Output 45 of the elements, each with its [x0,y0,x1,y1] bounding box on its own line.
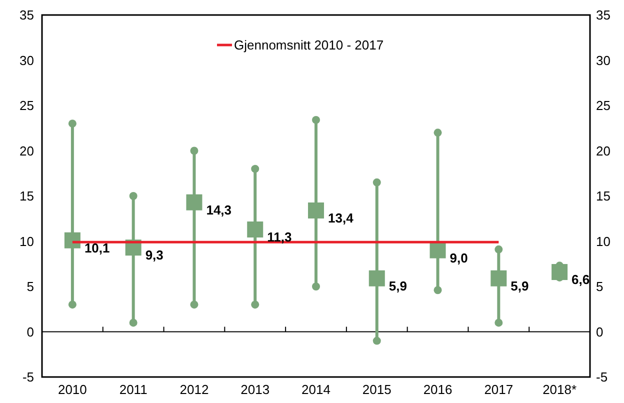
y2-tick-label: 30 [596,52,610,68]
data-label: 10,1 [84,240,110,256]
y2-tick-label: 25 [596,98,610,114]
point [64,232,80,248]
data-label: 11,3 [267,229,292,244]
y-tick-label: 0 [26,324,34,340]
x-tick-label: 2015 [362,382,392,397]
x-tick-label: 2016 [423,382,452,397]
y-tick-label: 15 [20,188,34,204]
y2-tick-label: 5 [596,279,604,294]
point [368,270,385,286]
y-tick-label: 30 [20,52,34,68]
data-label: 5,9 [388,278,407,294]
x-tick-label: 2010 [58,382,87,397]
data-label: 6,6 [572,272,590,288]
point [490,270,507,286]
x-tick-label: 2013 [240,382,270,397]
data-label: 9,0 [450,250,468,266]
point [186,194,202,210]
x-tick-label: 2012 [180,382,209,397]
point [247,221,264,238]
x-tick-label: 2014 [302,382,330,397]
y2-tick-label: -5 [596,370,608,385]
y-tick-label: 5 [26,279,34,294]
data-label: 9,3 [145,248,164,263]
point [308,202,324,218]
y-tick-label: 10 [20,234,34,249]
y-tick-label: 35 [20,8,34,23]
x-tick-label: 2017 [484,382,514,397]
y-tick-label: 25 [20,98,34,114]
y-tick-label: -5 [22,370,34,385]
data-label: 13,4 [328,210,354,226]
y2-tick-label: 15 [596,188,610,204]
y2-tick-label: 0 [596,324,604,340]
legend-label: Gjennomsnitt 2010 - 2017 [234,38,384,53]
x-tick-label: 2018* [542,382,577,397]
data-label: 5,9 [510,278,529,294]
y2-tick-label: 35 [596,8,610,23]
point [430,242,446,258]
y-tick-label: 20 [20,143,34,158]
data-label: 14,3 [206,202,232,218]
y2-tick-label: 20 [596,143,610,158]
x-tick-label: 2011 [119,382,148,397]
y2-tick-label: 10 [596,234,610,249]
point [552,264,568,280]
